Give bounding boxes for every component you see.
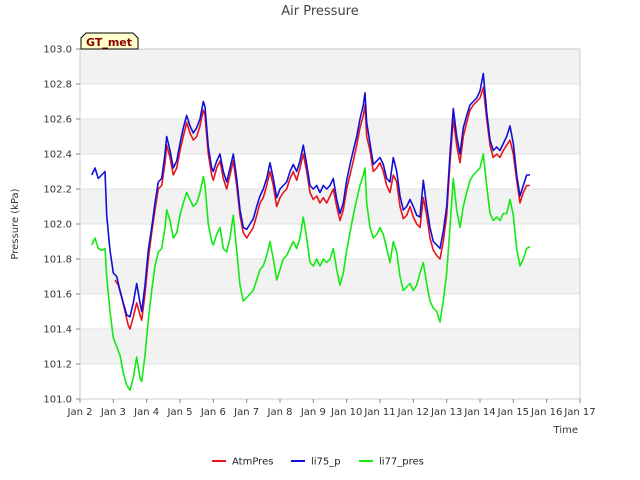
x-tick-label: Jan 15	[497, 407, 529, 418]
y-tick-label: 102.4	[43, 150, 72, 161]
y-tick-label: 101.0	[43, 395, 72, 406]
x-tick-label: Jan 14	[463, 407, 495, 418]
chart-title: Air Pressure	[281, 4, 359, 19]
site-label-shape	[80, 32, 139, 50]
x-tick-label: Jan 10	[330, 407, 362, 418]
x-axis-ticks: Jan 2 Jan 3 Jan 4 Jan 5 Jan 6 Jan 7 Jan 8 Jan 9…	[67, 399, 596, 418]
series-lines	[90, 72, 531, 392]
legend: AtmPres li75_p li77_pres	[212, 457, 424, 468]
x-tick-label: Jan 6	[200, 407, 226, 418]
y-tick-label: 101.2	[43, 360, 72, 371]
x-tick-label: Jan 8	[267, 407, 293, 418]
x-tick-label: Jan 5	[167, 407, 193, 418]
y-tick-label: 101.6	[43, 290, 72, 301]
series-line-li75_p	[90, 72, 530, 318]
site-label-box: GT_met	[80, 32, 139, 50]
y-axis-label: Pressure (kPa)	[10, 188, 21, 259]
x-tick-label: Jan 7	[233, 407, 259, 418]
x-tick-label: Jan 4	[133, 407, 159, 418]
y-tick-label: 101.4	[43, 325, 72, 336]
site-label-text: GT_met	[86, 36, 132, 49]
x-tick-label: Jan 13	[430, 407, 462, 418]
y-tick-label: 103.0	[43, 45, 72, 56]
x-tick-label: Jan 16	[530, 407, 562, 418]
y-tick-label: 102.6	[43, 115, 72, 126]
series-line-li77_pres	[90, 153, 531, 392]
x-tick-label: Jan 9	[300, 407, 326, 418]
plot-band	[80, 49, 580, 84]
plot-band	[80, 329, 580, 364]
x-axis-label: Time	[553, 425, 578, 436]
legend-label: AtmPres	[232, 457, 273, 468]
x-tick-label: Jan 11	[363, 407, 395, 418]
legend-label: li75_p	[311, 457, 341, 468]
legend-label: li77_pres	[379, 457, 424, 468]
y-tick-label: 102.0	[43, 220, 72, 231]
x-tick-label: Jan 12	[397, 407, 429, 418]
y-tick-label: 102.8	[43, 80, 72, 91]
x-tick-label: Jan 2	[67, 407, 93, 418]
x-tick-label: Jan 3	[100, 407, 126, 418]
y-tick-label: 102.2	[43, 185, 72, 196]
x-tick-label: Jan 17	[563, 407, 595, 418]
y-axis-ticks: 101.0 101.2 101.4 101.6 101.8 102.0 102.2 102.4…	[43, 45, 80, 406]
series-line-atmpres	[114, 86, 530, 330]
plot-band	[80, 259, 580, 294]
y-tick-label: 101.8	[43, 255, 72, 266]
